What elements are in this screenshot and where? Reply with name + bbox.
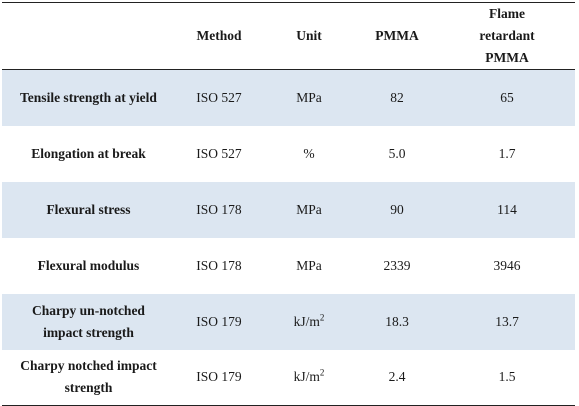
row-method: ISO 527: [175, 70, 263, 126]
header-pmma: PMMA: [355, 3, 439, 70]
row-pmma: 82: [355, 70, 439, 126]
unit-text: MPa: [296, 258, 322, 273]
row-pmma: 2.4: [355, 350, 439, 406]
header-flame-retardant-pmma: Flame retardant PMMA: [439, 3, 575, 70]
row-fr-pmma: 1.7: [439, 126, 575, 182]
row-unit: %: [263, 126, 355, 182]
table-header-row: Method Unit PMMA Flame retardant PMMA: [2, 3, 575, 70]
row-fr-pmma: 13.7: [439, 294, 575, 350]
table-row: Charpy notched impact strength ISO 179 k…: [2, 350, 575, 406]
table-row: Tensile strength at yield ISO 527 MPa 82…: [2, 70, 575, 126]
row-pmma: 5.0: [355, 126, 439, 182]
unit-superscript: 2: [320, 368, 325, 378]
row-fr-pmma: 3946: [439, 238, 575, 294]
table-row: Flexural stress ISO 178 MPa 90 114: [2, 182, 575, 238]
unit-text: MPa: [296, 202, 322, 217]
row-method: ISO 178: [175, 238, 263, 294]
row-parameter: Charpy un-notched impact strength: [2, 294, 175, 350]
row-unit: kJ/m2: [263, 294, 355, 350]
row-parameter: Charpy notched impact strength: [2, 350, 175, 406]
unit-text: %: [303, 146, 314, 161]
unit-text: kJ/m: [294, 314, 320, 329]
unit-text: kJ/m: [294, 369, 320, 384]
row-method: ISO 179: [175, 294, 263, 350]
row-method: ISO 179: [175, 350, 263, 406]
row-parameter: Flexural modulus: [2, 238, 175, 294]
row-unit: MPa: [263, 182, 355, 238]
row-parameter: Elongation at break: [2, 126, 175, 182]
row-method: ISO 527: [175, 126, 263, 182]
unit-superscript: 2: [320, 312, 325, 322]
row-pmma: 18.3: [355, 294, 439, 350]
row-method: ISO 178: [175, 182, 263, 238]
row-unit: kJ/m2: [263, 350, 355, 406]
row-fr-pmma: 114: [439, 182, 575, 238]
header-method: Method: [175, 3, 263, 70]
row-parameter: Tensile strength at yield: [2, 70, 175, 126]
row-fr-pmma: 1.5: [439, 350, 575, 406]
header-parameter: [2, 3, 175, 70]
row-parameter: Flexural stress: [2, 182, 175, 238]
table-row: Flexural modulus ISO 178 MPa 2339 3946: [2, 238, 575, 294]
table-row: Elongation at break ISO 527 % 5.0 1.7: [2, 126, 575, 182]
row-fr-pmma: 65: [439, 70, 575, 126]
row-pmma: 90: [355, 182, 439, 238]
row-unit: MPa: [263, 238, 355, 294]
row-unit: MPa: [263, 70, 355, 126]
header-unit: Unit: [263, 3, 355, 70]
table-row: Charpy un-notched impact strength ISO 17…: [2, 294, 575, 350]
row-pmma: 2339: [355, 238, 439, 294]
unit-text: MPa: [296, 90, 322, 105]
